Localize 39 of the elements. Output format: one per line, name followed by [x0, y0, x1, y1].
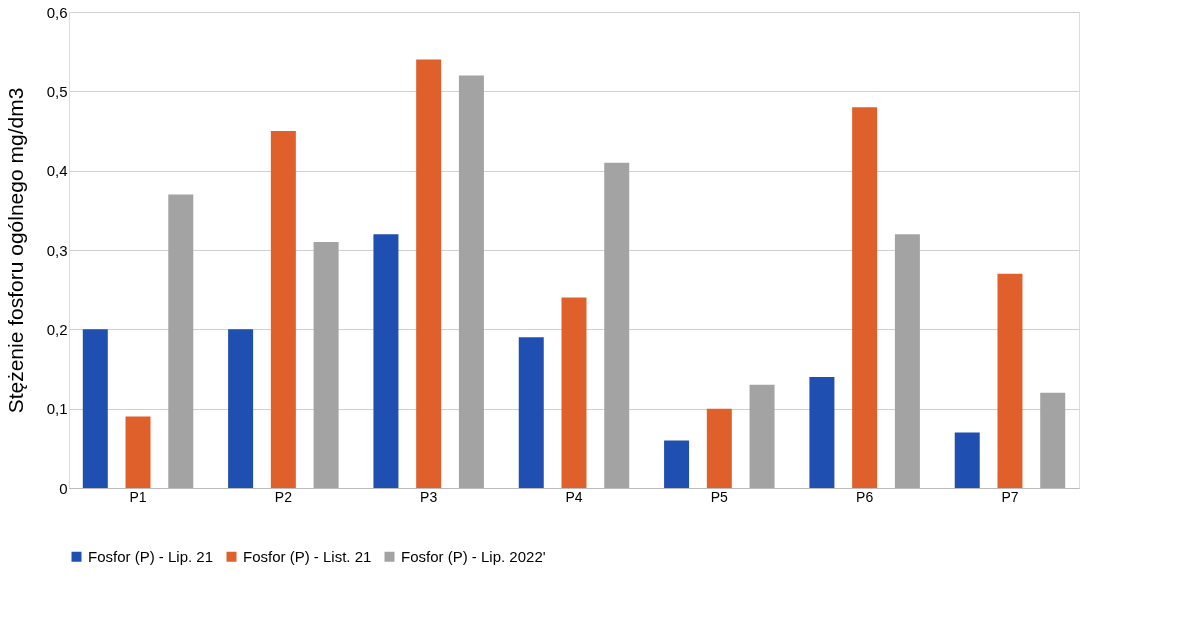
- bar: [852, 107, 878, 488]
- y-axis-title: Stężenie fosforu ogólnego mg/dm3: [3, 87, 27, 414]
- bar: [270, 131, 296, 488]
- y-tick-label: 0,4: [46, 162, 68, 180]
- bar: [416, 59, 442, 488]
- bar: [954, 432, 980, 488]
- bar: [664, 440, 690, 488]
- bar: [1040, 392, 1066, 488]
- x-tick-label: P4: [565, 488, 583, 505]
- x-tick-label: P1: [129, 488, 147, 505]
- legend-label: Fosfor (P) - List. 21: [243, 547, 372, 565]
- bar: [125, 416, 151, 488]
- bar: [561, 297, 587, 488]
- y-tick-label: 0: [59, 479, 68, 497]
- bar: [809, 376, 835, 488]
- y-tick-label: 0,2: [46, 320, 68, 338]
- y-tick-label: 0,3: [46, 241, 68, 259]
- bar: [604, 162, 630, 488]
- bar: [458, 75, 484, 488]
- x-tick-label: P3: [420, 488, 438, 505]
- x-tick-label: P5: [710, 488, 729, 505]
- x-tick-label: P7: [1001, 488, 1019, 505]
- bar: [82, 329, 108, 488]
- bar: [168, 194, 194, 488]
- legend-label: Fosfor (P) - Lip. 21: [88, 547, 214, 565]
- bar: [373, 234, 399, 488]
- bar: [706, 408, 732, 488]
- bar: [228, 329, 254, 488]
- bar: [997, 273, 1023, 488]
- x-tick-label: P6: [856, 488, 874, 505]
- y-tick-label: 0,6: [46, 3, 68, 21]
- bar: [313, 242, 339, 488]
- x-tick-label: P2: [274, 488, 293, 505]
- legend-label: Fosfor (P) - Lip. 2022': [401, 547, 546, 565]
- bar: [749, 384, 775, 488]
- y-tick-label: 0,5: [46, 82, 68, 100]
- y-tick-label: 0,1: [46, 400, 68, 418]
- bar: [518, 337, 544, 488]
- bar: [894, 234, 920, 488]
